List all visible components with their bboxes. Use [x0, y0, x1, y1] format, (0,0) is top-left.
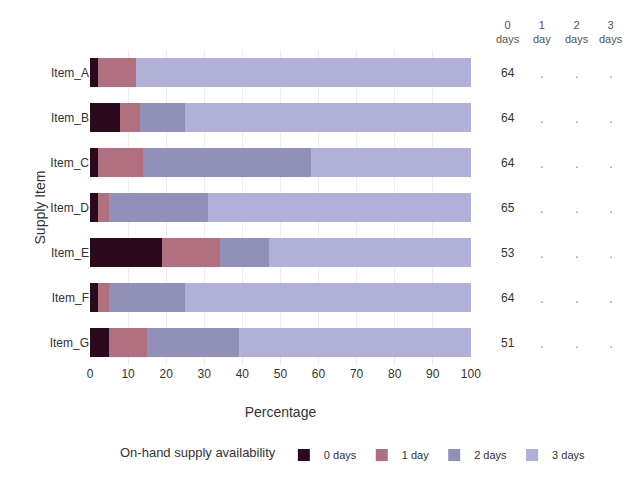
- svg-text:.: .: [575, 200, 579, 216]
- svg-text:30: 30: [198, 367, 212, 381]
- svg-text:90: 90: [426, 367, 440, 381]
- svg-text:.: .: [575, 65, 579, 81]
- svg-text:3 days: 3 days: [552, 449, 585, 461]
- svg-text:.: .: [540, 200, 544, 216]
- svg-text:.: .: [609, 155, 613, 171]
- svg-text:.: .: [575, 290, 579, 306]
- svg-text:0 days: 0 days: [324, 449, 357, 461]
- svg-text:2days: 2days: [565, 19, 589, 45]
- svg-text:1 day: 1 day: [402, 449, 429, 461]
- svg-text:Item_A: Item_A: [51, 66, 89, 80]
- svg-text:.: .: [540, 245, 544, 261]
- svg-text:.: .: [609, 200, 613, 216]
- svg-text:Item_C: Item_C: [50, 156, 89, 170]
- svg-text:On-hand supply availability: On-hand supply availability: [120, 446, 276, 461]
- svg-text:.: .: [609, 290, 613, 306]
- svg-text:64: 64: [501, 156, 515, 170]
- svg-text:10: 10: [121, 367, 135, 381]
- svg-text:.: .: [540, 335, 544, 351]
- svg-text:Supply Item: Supply Item: [32, 171, 48, 245]
- svg-text:.: .: [609, 110, 613, 126]
- svg-text:60: 60: [312, 367, 326, 381]
- svg-text:.: .: [575, 335, 579, 351]
- svg-text:Item_E: Item_E: [51, 246, 89, 260]
- svg-text:64: 64: [501, 111, 515, 125]
- svg-text:50: 50: [274, 367, 288, 381]
- svg-text:.: .: [575, 155, 579, 171]
- svg-text:Item_B: Item_B: [51, 111, 89, 125]
- svg-text:Item_G: Item_G: [50, 336, 89, 350]
- svg-text:.: .: [609, 335, 613, 351]
- svg-text:20: 20: [160, 367, 174, 381]
- svg-text:.: .: [540, 155, 544, 171]
- svg-text:2 days: 2 days: [474, 449, 507, 461]
- svg-text:.: .: [609, 65, 613, 81]
- svg-text:51: 51: [501, 336, 515, 350]
- svg-text:53: 53: [501, 246, 515, 260]
- svg-text:.: .: [609, 245, 613, 261]
- svg-text:.: .: [575, 245, 579, 261]
- svg-text:.: .: [540, 290, 544, 306]
- svg-text:64: 64: [501, 66, 515, 80]
- svg-text:70: 70: [350, 367, 364, 381]
- svg-text:0: 0: [87, 367, 94, 381]
- svg-text:64: 64: [501, 291, 515, 305]
- svg-text:Item_D: Item_D: [50, 201, 89, 215]
- svg-text:Percentage: Percentage: [245, 404, 317, 420]
- svg-text:1day: 1day: [533, 19, 551, 45]
- svg-text:0days: 0days: [496, 19, 520, 45]
- svg-text:80: 80: [388, 367, 402, 381]
- svg-text:Item_F: Item_F: [52, 291, 89, 305]
- svg-text:.: .: [575, 110, 579, 126]
- svg-text:100: 100: [461, 367, 481, 381]
- svg-text:.: .: [540, 110, 544, 126]
- svg-text:65: 65: [501, 201, 515, 215]
- svg-text:3days: 3days: [599, 19, 623, 45]
- svg-text:40: 40: [236, 367, 250, 381]
- svg-text:.: .: [540, 65, 544, 81]
